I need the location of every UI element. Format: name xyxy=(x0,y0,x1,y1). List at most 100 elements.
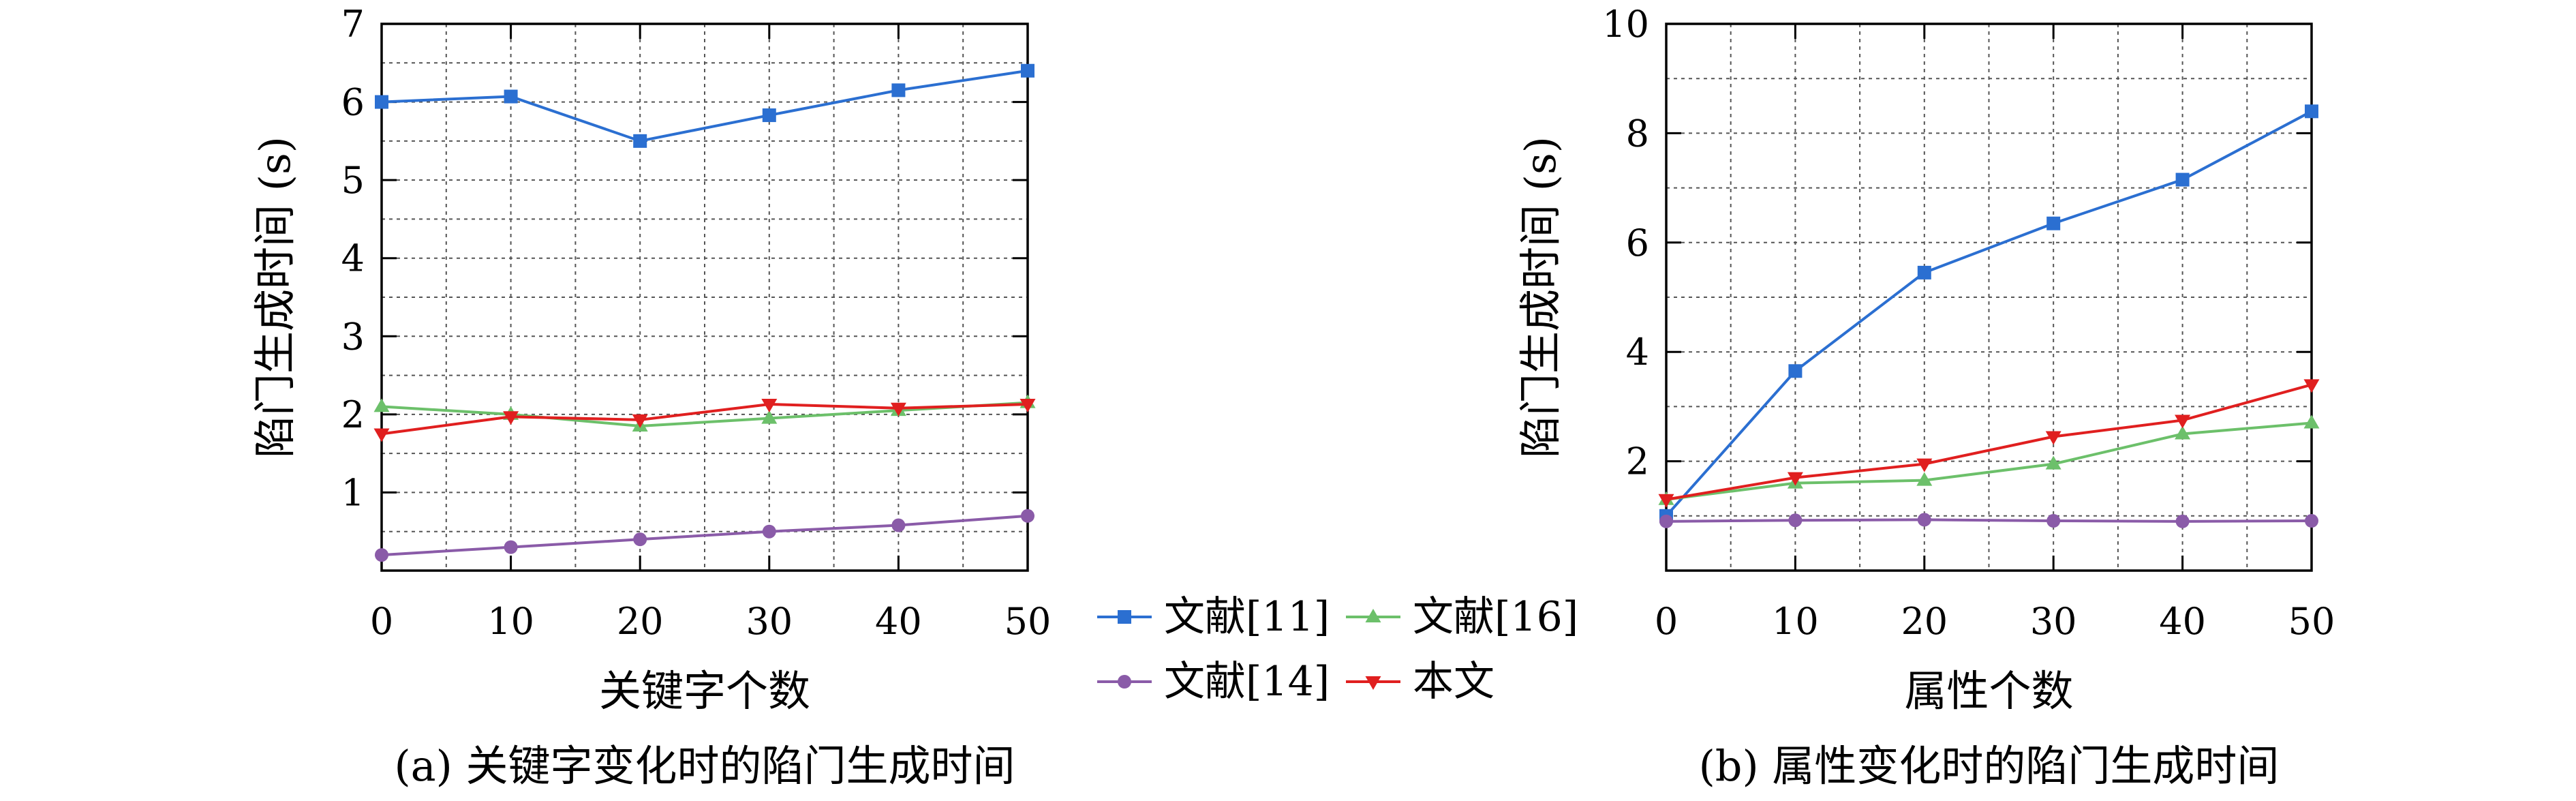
legend-swatch-marker xyxy=(1365,609,1381,622)
series-line xyxy=(1666,421,2312,501)
x-tick-label: 20 xyxy=(1901,600,1948,643)
x-tick-label: 50 xyxy=(1005,600,1052,643)
grid xyxy=(1666,24,2312,571)
data-point xyxy=(1787,472,1803,486)
data-point xyxy=(504,540,518,554)
y-tick-label: 3 xyxy=(341,315,365,358)
data-point xyxy=(632,414,648,428)
series-3 xyxy=(375,509,1034,562)
legend-swatch-marker xyxy=(1118,675,1131,689)
series-2 xyxy=(1658,414,2320,505)
data-point xyxy=(375,548,388,562)
y-tick-label: 5 xyxy=(341,159,365,202)
y-axis-label: 陷门生成时间 (s) xyxy=(1516,136,1565,458)
legend-label: 文献[16] xyxy=(1413,593,1578,641)
chart-caption: (b) 属性变化时的陷门生成时间 xyxy=(1699,741,2280,791)
chart-attribute-count: 0 10 20 30 40 50 2 4 6 8 10 属性个数 陷门生成时间 (s) (b) 属性变化时… xyxy=(1516,3,2335,791)
data-point xyxy=(1917,265,1931,279)
y-tick-label: 2 xyxy=(1626,440,1649,483)
plot-frame xyxy=(380,22,1029,572)
data-point xyxy=(1021,63,1034,78)
series-line xyxy=(1666,383,2312,501)
data-point xyxy=(375,95,388,109)
series-line xyxy=(381,69,1028,142)
x-tick-label: 0 xyxy=(370,600,393,643)
legend-swatch-marker xyxy=(1118,610,1131,624)
data-point xyxy=(2175,414,2191,429)
legend-label: 本文 xyxy=(1413,658,1494,706)
y-tick-label: 4 xyxy=(341,237,365,280)
legend: 文献[11] 文献[16] 文献[14] 本文 xyxy=(1097,593,1578,706)
data-point xyxy=(1659,514,1673,528)
data-point xyxy=(373,398,390,412)
series-line xyxy=(381,514,1028,557)
data-point xyxy=(762,524,776,539)
legend-item-4: 本文 xyxy=(1346,658,1494,706)
legend-item-3: 文献[14] xyxy=(1097,658,1330,706)
series-line xyxy=(381,401,1028,428)
x-tick-label: 10 xyxy=(487,600,534,643)
x-axis-label: 关键字个数 xyxy=(599,666,810,716)
data-point xyxy=(373,428,390,442)
grid xyxy=(382,24,1028,571)
x-tick-label: 10 xyxy=(1772,600,1819,643)
data-point xyxy=(2045,455,2061,470)
legend-item-1: 文献[11] xyxy=(1097,593,1330,641)
series-line xyxy=(381,402,1028,436)
data-point xyxy=(2305,104,2318,119)
data-point xyxy=(2175,425,2191,440)
data-point xyxy=(1916,472,1933,486)
data-point xyxy=(1917,513,1931,527)
data-point xyxy=(1021,509,1034,523)
legend-label: 文献[11] xyxy=(1164,593,1330,641)
series-1 xyxy=(375,63,1034,148)
x-axis-label: 属性个数 xyxy=(1904,666,2073,716)
y-tick-label: 10 xyxy=(1602,3,1649,46)
data-point xyxy=(2303,414,2320,429)
series-3 xyxy=(1659,513,2318,528)
data-point xyxy=(1019,398,1036,412)
y-tick-label: 7 xyxy=(341,3,365,46)
x-tick-label: 40 xyxy=(875,600,922,643)
y-tick-label: 6 xyxy=(341,81,365,124)
data-point xyxy=(762,108,776,123)
data-point xyxy=(891,518,906,532)
data-point xyxy=(2305,514,2318,528)
data-point xyxy=(2175,172,2190,187)
y-tick-label: 1 xyxy=(341,471,365,514)
series-line xyxy=(1666,518,2312,523)
series-4 xyxy=(373,398,1036,442)
y-tick-label: 8 xyxy=(1626,112,1649,155)
data-point xyxy=(891,83,906,97)
data-point xyxy=(1788,364,1803,378)
x-tick-label: 30 xyxy=(746,600,793,643)
data-point xyxy=(503,411,519,425)
data-point xyxy=(2046,514,2061,528)
data-point xyxy=(2303,379,2320,393)
x-tick-label: 0 xyxy=(1655,600,1678,643)
data-point xyxy=(633,532,647,547)
data-point xyxy=(2045,431,2061,445)
data-point xyxy=(761,398,778,412)
series-4 xyxy=(1658,379,2320,508)
series-1 xyxy=(1659,104,2318,523)
y-tick-label: 2 xyxy=(341,393,365,436)
data-point xyxy=(633,134,647,148)
x-tick-label: 20 xyxy=(617,600,664,643)
chart-keyword-count: 0 10 20 30 40 50 1 2 3 4 5 6 7 关键字个数 陷门生成时间 (s) (a) 关键字… xyxy=(250,3,1051,791)
x-tick-label: 30 xyxy=(2030,600,2077,643)
x-tick-label: 50 xyxy=(2288,600,2335,643)
x-tick-label: 40 xyxy=(2159,600,2206,643)
data-point xyxy=(1658,494,1674,508)
series-line xyxy=(1665,110,2312,517)
data-point xyxy=(2175,514,2190,528)
legend-label: 文献[14] xyxy=(1164,658,1330,706)
data-point xyxy=(504,89,518,104)
data-point xyxy=(890,402,906,417)
y-tick-label: 4 xyxy=(1626,331,1649,374)
y-axis-label: 陷门生成时间 (s) xyxy=(250,136,300,458)
legend-item-2: 文献[16] xyxy=(1346,593,1578,641)
y-tick-label: 6 xyxy=(1626,222,1649,265)
chart-caption: (a) 关键字变化时的陷门生成时间 xyxy=(394,741,1015,791)
